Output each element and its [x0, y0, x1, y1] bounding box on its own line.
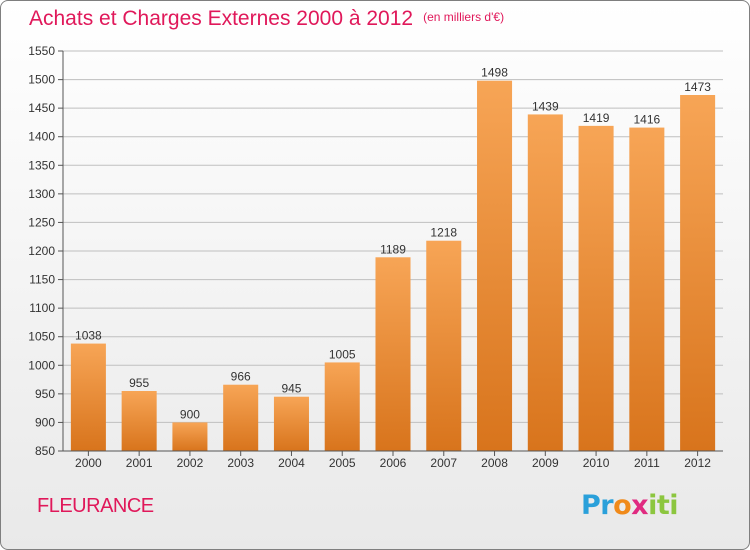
data-label-2009: 1439 [532, 99, 559, 113]
y-tick-label: 1150 [29, 273, 55, 287]
y-tick-label: 1450 [28, 101, 55, 115]
bar-2005 [324, 362, 360, 451]
data-label-2006: 1189 [380, 242, 406, 256]
chart-title-text: Achats et Charges Externes 2000 à 2012 [29, 7, 414, 30]
y-tick-label: 1350 [28, 158, 55, 172]
bar-2003 [223, 384, 259, 451]
bar-2000 [70, 343, 106, 451]
data-label-2012: 1473 [684, 80, 711, 94]
x-tick-label-2004: 2004 [278, 456, 305, 470]
y-tick-label: 1000 [28, 358, 55, 372]
logo-part-3: x [631, 490, 649, 521]
x-tick-label-2005: 2005 [329, 456, 356, 470]
logo-part-2: o [613, 490, 632, 521]
x-tick-label-2008: 2008 [481, 456, 508, 470]
x-tick-label-2000: 2000 [75, 456, 102, 470]
y-tick-label: 950 [35, 387, 55, 401]
y-tick-label: 1500 [28, 73, 55, 87]
bar-2011 [629, 127, 665, 452]
x-tick-label-2002: 2002 [177, 456, 204, 470]
y-tick-label: 1050 [28, 330, 55, 344]
data-label-2003: 966 [231, 370, 251, 384]
chart-unit: (en milliers d'€) [423, 10, 505, 24]
bar-2008 [477, 80, 513, 451]
bar-2010 [578, 125, 614, 451]
bar-2002 [172, 422, 208, 451]
x-tick-label-2001: 2001 [126, 456, 153, 470]
city-name: FLEURANCE [37, 495, 154, 517]
y-tick-label: 1300 [28, 187, 55, 201]
x-tick-label-2006: 2006 [380, 456, 407, 470]
x-tick-label-2011: 2011 [634, 456, 660, 470]
data-label-2011: 1416 [633, 113, 660, 127]
bar-2012 [680, 95, 716, 451]
data-label-2004: 945 [281, 382, 301, 396]
proxiti-logo: Proxiti [581, 490, 679, 521]
logo-part-4: iti [648, 490, 679, 521]
y-tick-label: 1400 [28, 130, 55, 144]
bar-2007 [426, 240, 462, 451]
y-tick-label: 1200 [28, 244, 55, 258]
y-tick-label: 900 [35, 415, 55, 429]
x-tick-label-2009: 2009 [532, 456, 559, 470]
y-tick-label: 850 [35, 444, 55, 458]
x-tick-label-2012: 2012 [684, 456, 711, 470]
data-label-2007: 1218 [430, 226, 457, 240]
logo-part-1: Pr [581, 490, 614, 521]
bar-2001 [121, 391, 157, 451]
data-label-2005: 1005 [329, 347, 356, 361]
bar-2009 [527, 114, 563, 451]
y-tick-label: 1100 [29, 301, 55, 315]
data-label-2001: 955 [129, 376, 149, 390]
x-tick-label-2007: 2007 [430, 456, 457, 470]
bar-2006 [375, 257, 411, 451]
x-tick-label-2010: 2010 [583, 456, 610, 470]
chart-title: Achats et Charges Externes 2000 à 2012 (e… [29, 7, 504, 31]
data-label-2000: 1038 [75, 329, 102, 343]
data-label-2008: 1498 [481, 66, 508, 80]
y-tick-label: 1550 [28, 44, 55, 58]
data-label-2010: 1419 [583, 111, 610, 125]
y-tick-label: 1250 [28, 215, 55, 229]
data-label-2002: 900 [180, 407, 200, 421]
x-tick-label-2003: 2003 [227, 456, 254, 470]
bar-2004 [273, 396, 309, 451]
